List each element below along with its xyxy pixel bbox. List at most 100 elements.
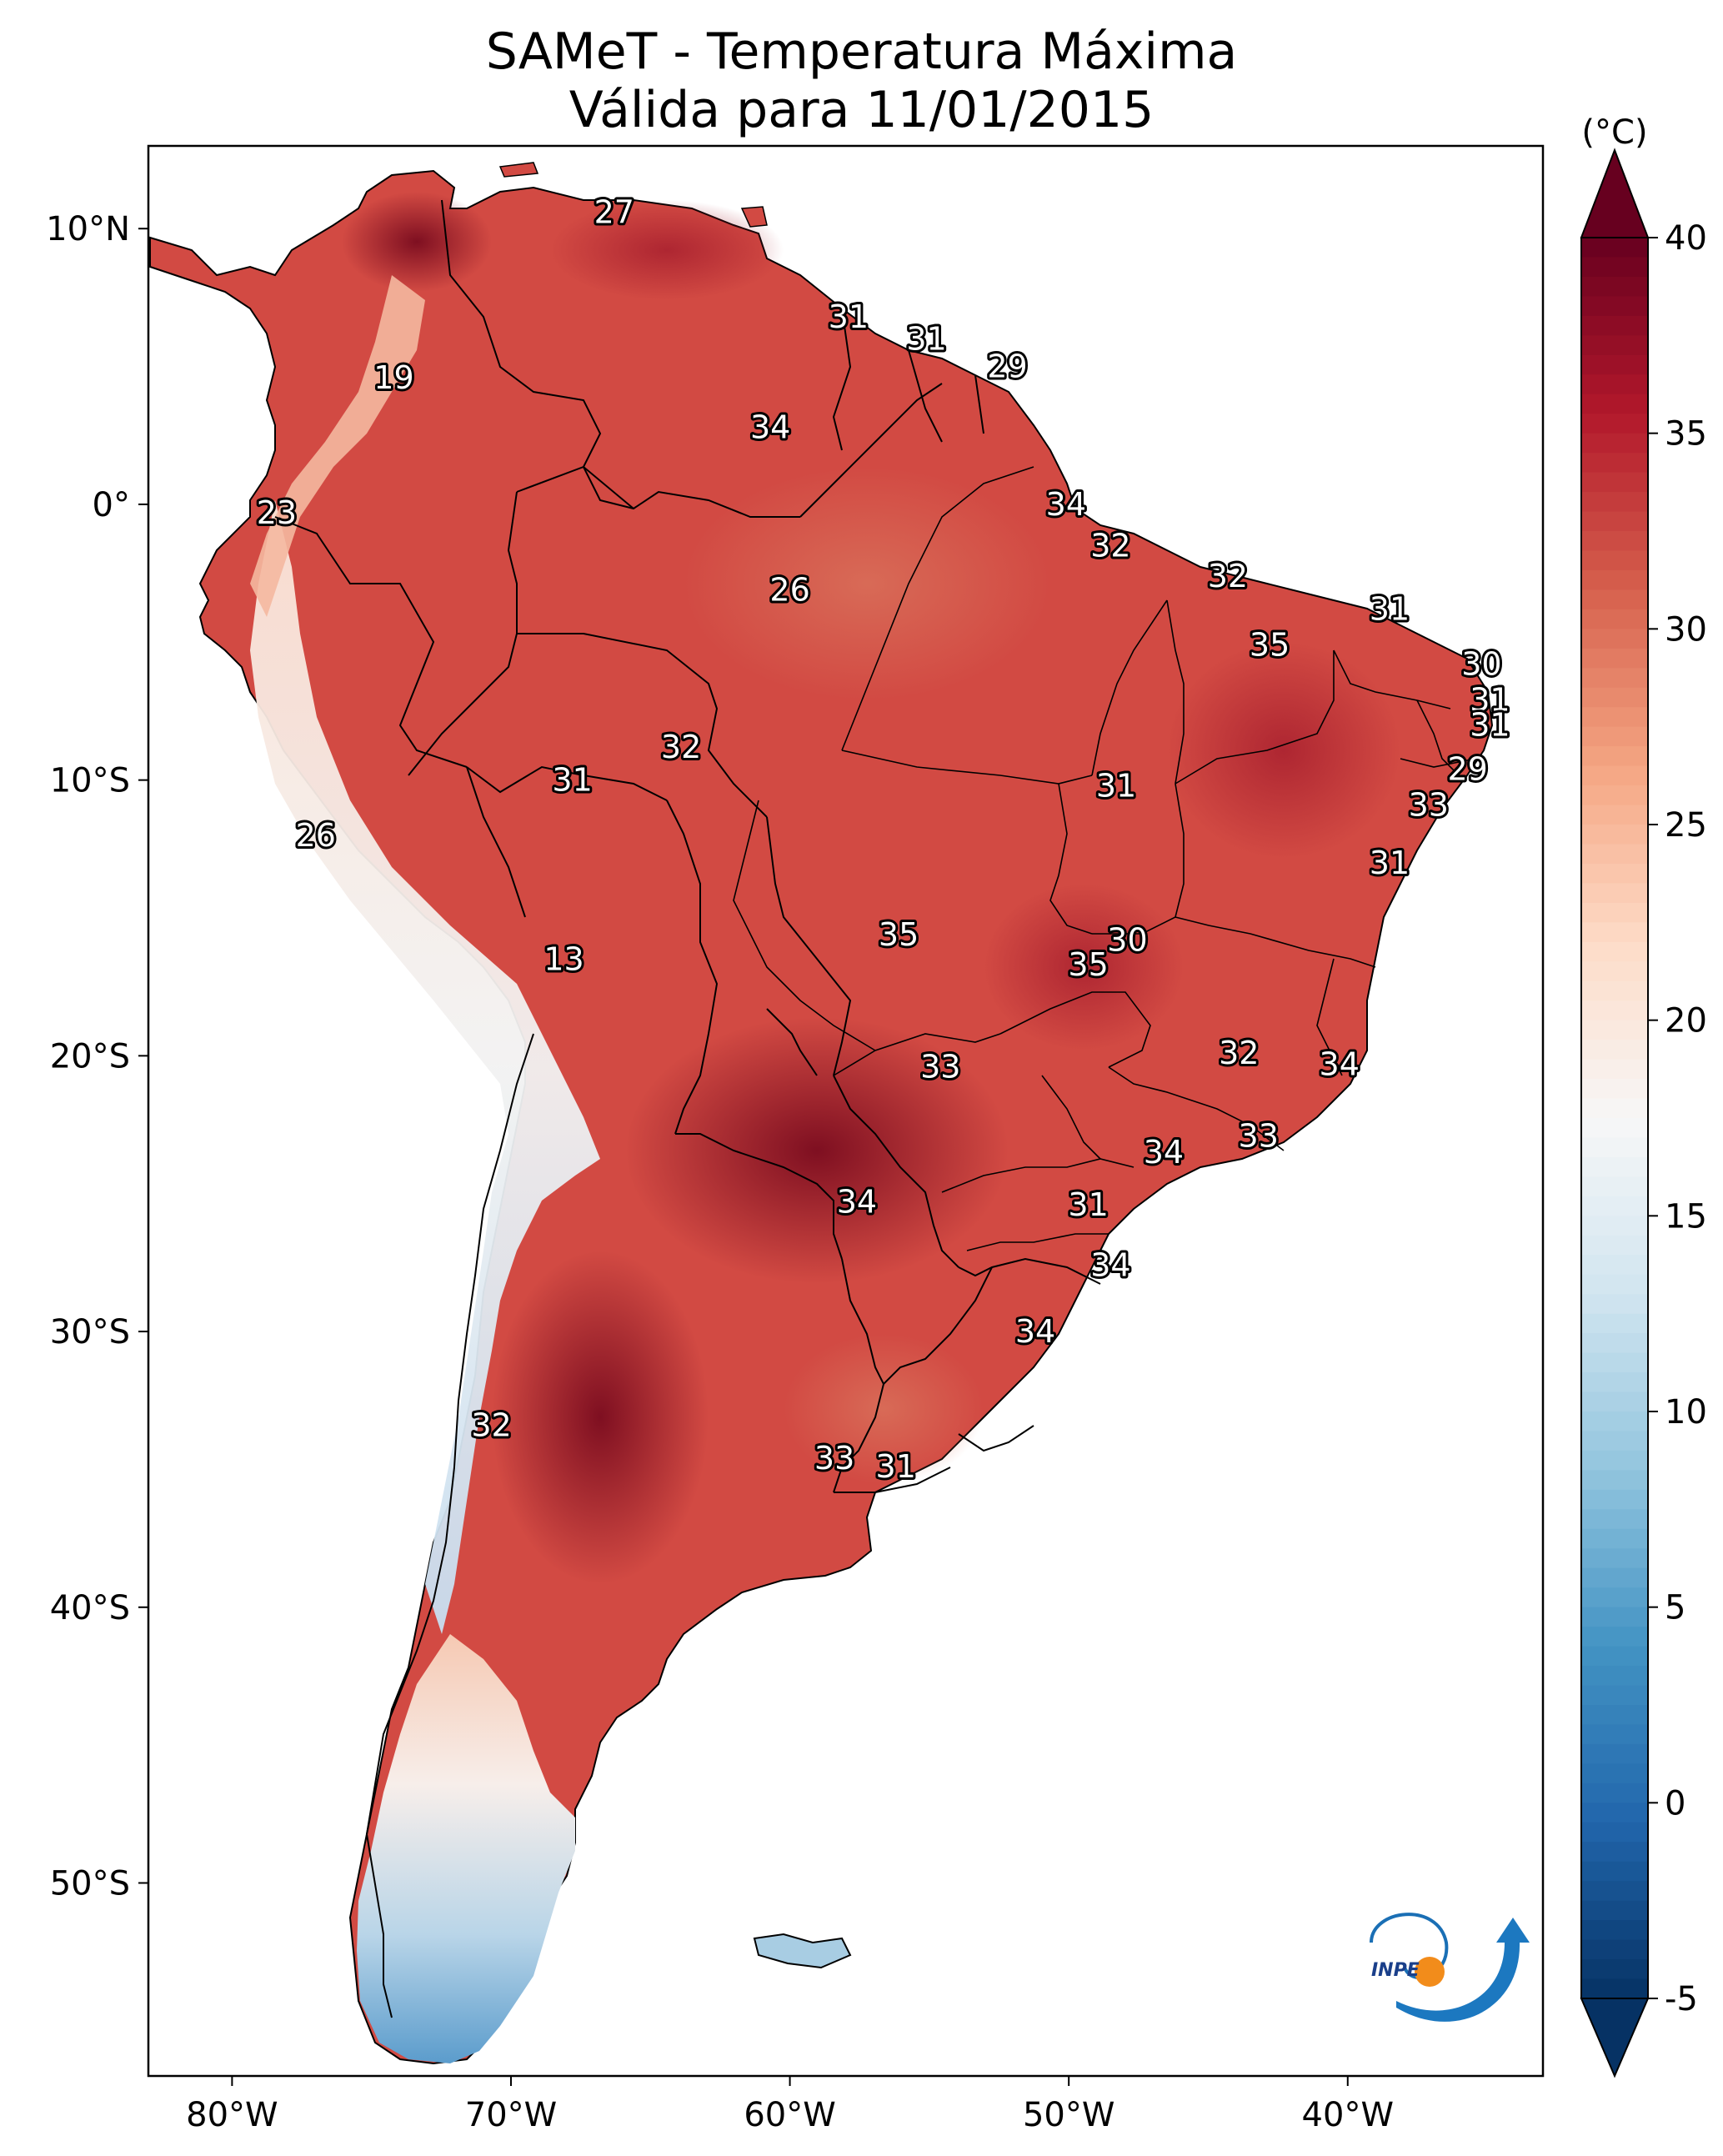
station-value: 29 xyxy=(1447,750,1487,787)
station-value: 33 xyxy=(1239,1117,1279,1154)
colorbar-band xyxy=(1581,1528,1648,1549)
inpe-logo: INPE xyxy=(1370,1913,1530,2022)
y-tick-label: 40°S xyxy=(50,1589,130,1627)
mild-region-amazon xyxy=(684,467,1050,700)
colorbar-band xyxy=(1581,687,1648,708)
colorbar-band xyxy=(1581,1450,1648,1471)
colorbar-band xyxy=(1581,1705,1648,1726)
colorbar-band xyxy=(1581,883,1648,904)
colorbar-band xyxy=(1581,707,1648,728)
colorbar-band xyxy=(1581,1391,1648,1412)
station-value: 31 xyxy=(1068,1186,1108,1223)
station-value: 31 xyxy=(906,321,946,358)
colorbar-band xyxy=(1581,1411,1648,1432)
colorbar-band xyxy=(1581,1509,1648,1530)
colorbar-band xyxy=(1581,1920,1648,1941)
station-value: 34 xyxy=(1090,1247,1130,1284)
colorbar-band xyxy=(1581,765,1648,786)
colorbar-band xyxy=(1581,941,1648,962)
colorbar-tick-label: 30 xyxy=(1665,610,1707,649)
station-value: 33 xyxy=(920,1049,960,1086)
colorbar-band xyxy=(1581,629,1648,649)
colorbar-band xyxy=(1581,1607,1648,1627)
colorbar-band xyxy=(1581,1431,1648,1452)
colorbar-band xyxy=(1581,1098,1648,1119)
colorbar-max-extension xyxy=(1580,148,1650,238)
falkland-islands xyxy=(753,1933,852,1969)
y-tick-label: 20°S xyxy=(50,1037,130,1075)
station-value: 33 xyxy=(1409,786,1449,823)
colorbar-tick-label: 35 xyxy=(1665,415,1707,454)
colorbar: (°C) 40 35 30 25 20 15 10 5 0 -5 xyxy=(1580,113,1707,2078)
colorbar-band xyxy=(1581,335,1648,356)
colorbar-tick-label: 5 xyxy=(1665,1589,1685,1627)
colorbar-band xyxy=(1581,922,1648,943)
colorbar-band xyxy=(1581,785,1648,806)
colorbar-band xyxy=(1581,511,1648,532)
colorbar-band xyxy=(1581,668,1648,689)
colorbar-band xyxy=(1581,1235,1648,1256)
y-tick-label: 50°S xyxy=(50,1865,130,1903)
colorbar-band xyxy=(1581,1040,1648,1060)
station-value: 31 xyxy=(552,762,592,799)
colorbar-band xyxy=(1581,1372,1648,1393)
colorbar-band xyxy=(1581,394,1648,414)
colorbar-band xyxy=(1581,1216,1648,1236)
colorbar-band xyxy=(1581,374,1648,395)
colorbar-band xyxy=(1581,1020,1648,1040)
y-axis: 10°N 0° 10°S 20°S 30°S 40°S 50°S xyxy=(46,210,148,1903)
colorbar-frame xyxy=(1580,237,1649,1999)
colorbar-band xyxy=(1581,1822,1648,1843)
station-value: 31 xyxy=(1370,591,1410,628)
station-value: 26 xyxy=(769,571,809,608)
station-value: 35 xyxy=(1250,627,1290,664)
plot-frame xyxy=(147,144,1545,2078)
colorbar-band xyxy=(1581,1079,1648,1100)
colorbar-band xyxy=(1581,726,1648,747)
colorbar-band xyxy=(1581,472,1648,493)
station-value: 31 xyxy=(1470,682,1510,719)
map-title-line2: Válida para 11/01/2015 xyxy=(568,81,1155,139)
colorbar-band xyxy=(1581,1489,1648,1510)
map-title-line1: SAMeT - Temperatura Máxima xyxy=(485,23,1238,81)
colorbar-bands xyxy=(1581,238,1648,1999)
colorbar-band xyxy=(1581,1313,1648,1334)
logo-swoosh xyxy=(1396,1918,1530,2022)
colorbar-band xyxy=(1581,1782,1648,1803)
y-tick-label: 10°N xyxy=(46,210,130,248)
colorbar-band xyxy=(1581,805,1648,825)
colorbar-band xyxy=(1581,531,1648,552)
colorbar-band xyxy=(1581,1763,1648,1784)
station-value: 31 xyxy=(1096,767,1136,804)
colorbar-band xyxy=(1581,1059,1648,1080)
colorbar-tick-label: -5 xyxy=(1665,1980,1698,2018)
logo-text: INPE xyxy=(1371,1960,1420,1981)
station-value: 30 xyxy=(1107,921,1147,958)
colorbar-band xyxy=(1581,1137,1648,1158)
colorbar-band xyxy=(1581,550,1648,571)
colorbar-band xyxy=(1581,1881,1648,1902)
colorbar-band xyxy=(1581,1470,1648,1491)
colorbar-band xyxy=(1581,825,1648,845)
x-tick-label: 70°W xyxy=(465,2096,557,2134)
caribbean-islands xyxy=(498,162,768,228)
station-value: 19 xyxy=(373,359,413,396)
colorbar-band xyxy=(1581,1724,1648,1745)
hot-region-venezuela xyxy=(550,200,784,300)
colorbar-band xyxy=(1581,257,1648,278)
x-axis: 80°W 70°W 60°W 50°W 40°W xyxy=(186,2076,1394,2134)
colorbar-tick-label: 0 xyxy=(1665,1784,1685,1823)
station-value: 23 xyxy=(257,494,297,531)
state-borders xyxy=(733,466,1476,1251)
colorbar-band xyxy=(1581,276,1648,297)
station-value: 32 xyxy=(661,729,701,765)
colorbar-band xyxy=(1581,1156,1648,1177)
country-borders xyxy=(274,199,1101,2018)
colorbar-band xyxy=(1581,1294,1648,1315)
logo-sun xyxy=(1415,1957,1445,1987)
station-value: 35 xyxy=(879,916,919,953)
colorbar-tick-label: 40 xyxy=(1665,219,1707,258)
colorbar-band xyxy=(1581,1352,1648,1373)
colorbar-band xyxy=(1581,1118,1648,1139)
